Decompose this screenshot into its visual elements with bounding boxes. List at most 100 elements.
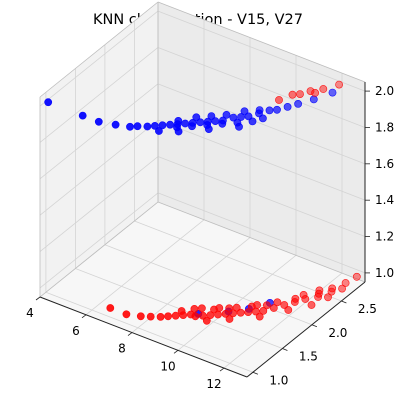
data-point-blue [111,120,120,129]
z-tick-label: 1.8 [375,120,394,134]
data-point-blue [294,100,302,108]
grid-line-z [39,10,159,107]
y-tick-label: 2.0 [328,326,347,340]
data-point-red [202,316,211,325]
x-tick-mark [173,350,179,354]
data-point-red [259,306,268,315]
y-axis-line [246,281,366,378]
grid-line-z [157,119,366,201]
x-tick-label: 8 [118,342,126,356]
data-point-blue [174,127,183,136]
grid-line-z [157,83,366,165]
data-point-red [335,80,343,89]
pane-edge [39,1,159,98]
data-point-blue [258,114,267,123]
data-point-red [311,89,319,97]
y-tick-mark [341,300,347,304]
y-tick-label: 1.0 [269,373,288,387]
data-point-red [324,293,332,302]
grid-lines [39,2,366,373]
data-point-red [190,304,199,313]
grid-line-x [85,219,205,316]
data-point-blue [174,117,183,125]
grid-line-z [39,192,159,289]
grid-line-z [157,10,366,92]
data-point-red [273,298,282,307]
data-point-red [164,312,172,321]
data-point-blue [166,120,174,129]
data-point-red [198,311,207,320]
tick-labels: 4 6 8 10 12 1.0 1.5 2.0 2.5 1.0 1.2 1.4 1.6 1.8 2.0 [26,84,394,391]
y-tick-mark [311,324,318,328]
data-point-red [314,293,322,301]
data-point-blue [158,121,167,130]
data-point-red [197,304,206,313]
data-point-blue [150,122,159,130]
data-point-blue [44,98,53,107]
data-point-red [269,304,278,312]
data-point-red [225,304,234,313]
data-point-red [122,310,131,319]
data-point-red [306,87,315,95]
z-tick-label: 1.2 [375,230,394,244]
grid-line-z [39,156,159,252]
data-point-red [299,290,308,299]
axis-panes [39,1,366,378]
z-tick-label: 2.0 [375,84,394,98]
data-point-red [296,90,304,98]
data-point-red [341,279,350,287]
grid-line-z [39,119,159,216]
grid-line-z [157,156,366,237]
data-point-red [225,315,234,323]
x-tick-label: 10 [160,359,175,373]
data-point-red [221,309,230,318]
pane-edge [39,201,159,298]
data-point-red [307,301,316,309]
grid-line-y [104,244,313,326]
data-point-red [275,96,283,104]
data-point-red [319,85,328,93]
y-tick-mark [282,348,288,351]
z-tick-label: 1.6 [375,157,394,171]
x-tick-mark [81,314,87,319]
grid-line-y [45,291,254,373]
data-point-red [206,311,215,319]
z-tick-label: 1.4 [375,193,394,207]
data-points [44,80,361,325]
data-point-red [171,311,180,320]
data-point-blue [218,119,227,128]
data-point-red [288,90,297,99]
data-point-red [232,303,241,312]
pane-edge [157,1,366,83]
data-point-red [146,312,155,321]
data-point-blue [255,106,264,114]
data-point-red [284,306,293,314]
grid-line-z [157,192,366,274]
data-point-blue [273,105,281,114]
grid-line-x [177,255,297,351]
data-point-red [291,294,300,303]
data-point-blue [207,112,216,120]
data-point-red [106,304,115,312]
data-point-blue [192,113,201,122]
grid-line-y [134,220,342,302]
data-point-blue [154,127,163,135]
data-point-blue [133,122,142,131]
x-tick-label: 6 [72,324,80,338]
data-point-blue [309,95,318,104]
data-point-blue [78,111,87,120]
data-point-red [262,301,271,310]
data-point-red [156,312,165,321]
data-point-red [255,312,264,321]
data-point-blue [94,117,103,126]
data-point-blue [265,106,274,115]
x-axis-line [39,296,248,378]
data-point-blue [240,107,249,116]
data-point-red [247,302,256,311]
data-point-blue [126,122,134,131]
data-point-blue [204,125,213,134]
data-point-red [244,308,253,316]
axis-lines [35,1,370,378]
pane-edge [157,201,366,283]
